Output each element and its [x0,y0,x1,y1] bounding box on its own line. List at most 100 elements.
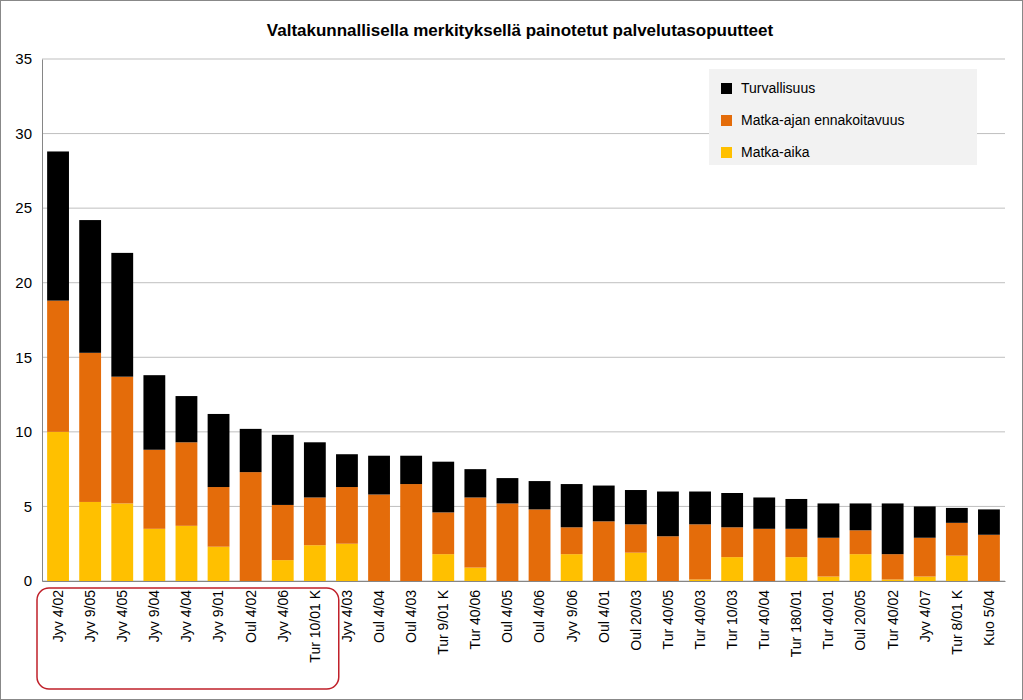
bar [721,557,743,581]
bar [561,527,583,554]
legend-label: Turvallisuus [741,80,815,96]
x-tick-label: Tur 40/06 [467,590,483,650]
y-tick: 20 [15,274,42,291]
bar [240,472,262,581]
bar [111,253,133,377]
bar [432,462,454,513]
bar [497,478,519,503]
bar [625,490,647,524]
bar [946,508,968,523]
bar [368,456,390,495]
bar [432,554,454,581]
bar [464,568,486,581]
grid-line [42,282,1005,283]
bar [464,497,486,567]
y-tick: 0 [24,572,42,589]
bar [400,456,422,484]
bar [47,432,69,581]
x-tick-label: Oul 4/03 [403,590,419,643]
x-tick: Tur 8/01 K [949,581,965,655]
legend-swatch [721,83,732,94]
highlight-box [37,588,339,689]
y-axis-line [42,60,43,582]
x-tick: Tur 40/05 [660,581,676,649]
bar [529,481,551,509]
bar [850,530,872,554]
x-tick-label: Tur 40/03 [692,590,708,650]
grid [42,59,1005,581]
legend-item: Matka-aika [721,144,810,160]
bars [47,151,1000,581]
bar [689,524,711,579]
x-tick-label: Jyv 4/05 [114,590,130,642]
bar [272,505,294,560]
chart-frame [1,1,1023,700]
x-tick: Jyv 9/04 [146,581,162,642]
grid-line [42,59,1005,60]
bar [208,414,230,487]
bar [79,502,101,581]
bar [818,577,840,581]
x-tick-label: Oul 4/04 [371,590,387,643]
legend-item: Turvallisuus [721,80,815,96]
bar [143,375,165,450]
x-tick-label: Kuo 5/04 [981,590,997,646]
bar [721,527,743,557]
bar [304,442,326,497]
bar [914,577,936,581]
bar [978,535,1000,581]
legend-label: Matka-aika [741,144,810,160]
x-tick: Jyv 9/05 [82,581,98,642]
x-tick-label: Oul 20/05 [852,590,868,651]
bar [464,469,486,497]
bar [785,529,807,557]
bar [336,454,358,487]
x-tick: Oul 4/05 [499,581,515,643]
x-tick: Oul 20/05 [852,581,868,651]
y-tick-label: 5 [24,498,32,515]
bar [818,503,840,537]
x-tick-label: Oul 4/06 [531,590,547,643]
bar [882,503,904,554]
bar [176,396,198,442]
x-tick: Tur 40/01 [820,581,836,649]
legend-swatch [721,115,732,126]
bar [47,151,69,300]
x-tick: Jyv 4/05 [114,581,130,642]
series-bars [47,432,968,581]
x-tick: Oul 20/03 [628,581,644,651]
bar [529,509,551,581]
x-tick: Tur 10/03 [724,581,740,649]
x-tick: Tur 180/01 [788,581,804,657]
x-tick: Tur 40/03 [692,581,708,649]
bar [882,580,904,581]
bar [753,497,775,528]
x-tick: Jyv 4/06 [275,581,291,642]
bar [721,493,743,527]
x-tick: Jyv 4/03 [339,581,355,642]
bar [208,547,230,581]
bar [625,524,647,552]
x-tick-label: Tur 40/02 [885,590,901,650]
x-axis: Jyv 4/02Jyv 9/05Jyv 4/05Jyv 9/04Jyv 4/04… [43,581,1006,663]
x-tick: Tur 10/01 K [307,581,323,663]
legend-box [709,69,977,165]
bar [111,377,133,504]
x-tick-label: Jyv 4/07 [917,590,933,642]
y-tick: 5 [24,498,42,515]
x-tick-label: Tur 10/03 [724,590,740,650]
bar [625,553,647,581]
x-tick: Jyv 4/04 [178,581,194,642]
y-tick: 30 [15,125,42,142]
bar [785,557,807,581]
title: Valtakunnallisella merkityksellä painote… [267,21,774,40]
legend-swatch [721,147,732,158]
x-axis-line [43,581,1006,582]
bar [432,512,454,554]
x-tick: Kuo 5/04 [981,581,997,646]
x-tick-label: Jyv 9/01 [210,590,226,642]
bar [753,529,775,581]
bar [850,503,872,530]
x-tick-label: Tur 40/05 [660,590,676,650]
y-tick-label: 35 [15,50,32,67]
